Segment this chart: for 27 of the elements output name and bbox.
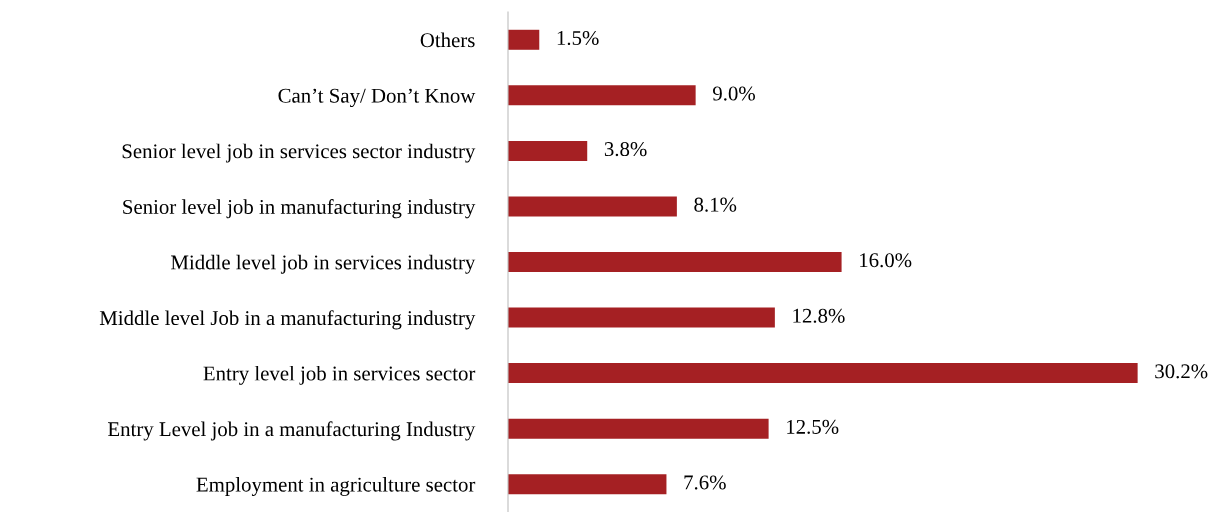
bar (508, 474, 667, 495)
data-label: 12.8% (793, 308, 845, 323)
bar (508, 252, 842, 272)
bar (508, 140, 588, 161)
data-label: 7.6% (684, 475, 726, 490)
bar (508, 363, 1138, 384)
data-label: 30.2% (1155, 364, 1208, 379)
y-tick-label: Entry level job in services sector (203, 365, 476, 385)
bar (508, 85, 696, 106)
data-label: 3.8% (604, 142, 647, 157)
y-tick-label: Senior level job in manufacturing industry (123, 199, 476, 219)
y-tick-label: Entry Level job in a manufacturing Industry (108, 421, 476, 441)
y-tick-label: Employment in agriculture sector (196, 476, 476, 496)
y-tick-label: Middle level Job in a manufacturing industry (99, 310, 476, 330)
data-label: 16.0% (860, 253, 912, 268)
data-label: 12.5% (787, 419, 839, 434)
y-tick-label: Can’t Say/ Don’t Know (278, 88, 476, 108)
bar (508, 418, 769, 439)
data-label: 9.0% (712, 86, 755, 101)
bar (508, 29, 540, 50)
bar (508, 196, 677, 217)
data-label: 8.1% (694, 197, 737, 212)
y-tick-label: Others (420, 32, 475, 48)
y-tick-label: Middle level job in services industry (171, 254, 476, 274)
data-label: 1.5% (557, 30, 599, 46)
bar (508, 307, 775, 328)
y-tick-label: Senior level job in services sector industry (122, 143, 476, 163)
